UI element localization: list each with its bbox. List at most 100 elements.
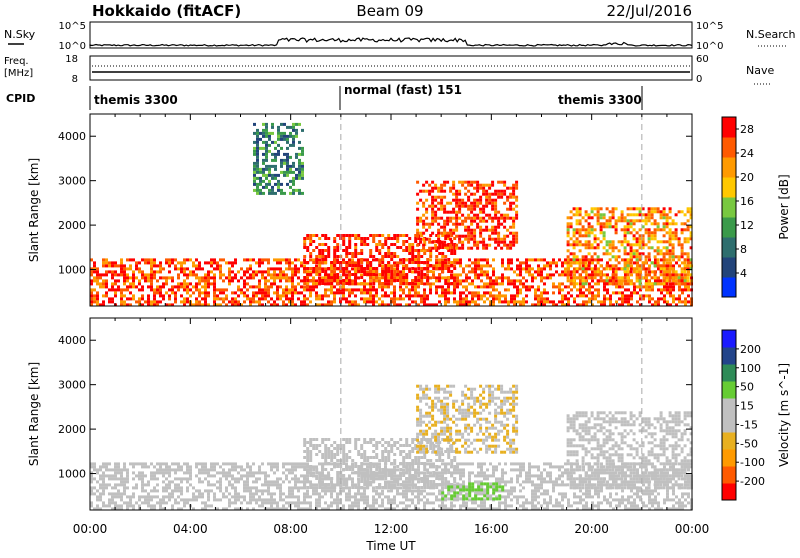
data-cell-near-range xyxy=(528,288,531,291)
data-cell-arc-midday xyxy=(309,234,312,237)
data-cell-near-range xyxy=(360,498,363,501)
data-cell-rising-echo xyxy=(464,187,467,190)
data-cell-near-range xyxy=(189,273,192,276)
data-cell-near-range xyxy=(147,504,150,507)
data-cell-near-range xyxy=(564,273,567,276)
data-cell-near-range xyxy=(330,504,333,507)
data-cell-arc-midday xyxy=(333,237,336,240)
data-cell-near-range xyxy=(96,270,99,273)
data-cell-near-range xyxy=(486,264,489,267)
data-cell-near-range xyxy=(387,273,390,276)
data-cell-rising-echo xyxy=(458,181,461,184)
data-cell-arc-midday xyxy=(339,270,342,273)
data-cell-rising-echo xyxy=(485,196,488,199)
data-cell-near-range xyxy=(228,474,231,477)
data-cell-near-range xyxy=(303,474,306,477)
data-cell-near-range xyxy=(219,276,222,279)
data-cell-near-range xyxy=(498,276,501,279)
data-cell-rising-echo xyxy=(467,235,470,238)
data-cell-near-range xyxy=(408,297,411,300)
data-cell-evening-arcs xyxy=(657,225,660,228)
data-cell-near-range xyxy=(291,477,294,480)
data-cell-morning-streak xyxy=(277,183,280,186)
data-cell-near-range xyxy=(258,489,261,492)
data-cell-near-range xyxy=(213,267,216,270)
data-cell-near-range xyxy=(630,297,633,300)
data-cell-evening-arcs xyxy=(594,276,597,279)
data-cell-arc-midday xyxy=(312,267,315,270)
data-cell-arc-midday xyxy=(312,234,315,237)
data-cell-near-range xyxy=(417,495,420,498)
data-cell-near-range xyxy=(441,462,444,465)
data-cell-evening-arcs xyxy=(600,216,603,219)
data-cell-near-range xyxy=(492,297,495,300)
data-cell-near-range xyxy=(660,291,663,294)
data-cell-near-range xyxy=(519,282,522,285)
data-cell-morning-streak xyxy=(256,168,259,171)
data-cell-rising-echo xyxy=(479,220,482,223)
data-cell-near-range xyxy=(495,468,498,471)
data-cell-evening-arcs xyxy=(672,252,675,255)
data-cell-near-range xyxy=(183,501,186,504)
data-cell-near-range xyxy=(375,300,378,303)
data-cell-evening-arcs xyxy=(615,219,618,222)
data-cell-near-range xyxy=(96,468,99,471)
data-cell-near-range xyxy=(561,300,564,303)
data-cell-near-range xyxy=(300,486,303,489)
data-cell-morning-streak xyxy=(280,135,283,138)
data-cell-arc-midday xyxy=(351,252,354,255)
data-cell-arc-midday xyxy=(444,264,447,267)
data-cell-near-range xyxy=(285,495,288,498)
data-cell-rising-echo xyxy=(470,208,473,211)
data-cell-morning-streak xyxy=(295,189,298,192)
data-cell-near-range xyxy=(552,291,555,294)
data-cell-morning-streak xyxy=(283,159,286,162)
data-cell-rising-echo xyxy=(473,217,476,220)
data-cell-arc-midday xyxy=(348,252,351,255)
data-cell-rising-echo xyxy=(455,205,458,208)
data-cell-evening-arcs xyxy=(675,222,678,225)
data-cell-near-range xyxy=(402,288,405,291)
data-cell-evening-arcs xyxy=(675,276,678,279)
data-cell-morning-streak xyxy=(286,159,289,162)
data-cell-near-range xyxy=(213,276,216,279)
data-cell-near-range xyxy=(252,258,255,261)
data-cell-near-range xyxy=(147,480,150,483)
data-cell-arc-midday xyxy=(309,279,312,282)
data-cell-near-range xyxy=(573,300,576,303)
data-cell-rising-echo xyxy=(446,244,449,247)
data-cell-near-range xyxy=(276,294,279,297)
data-cell-near-range xyxy=(564,258,567,261)
data-cell-near-range xyxy=(387,279,390,282)
data-cell-near-range xyxy=(273,273,276,276)
data-cell-rising-echo xyxy=(479,217,482,220)
data-cell-near-range xyxy=(531,492,534,495)
data-cell-evening-arcs xyxy=(603,267,606,270)
data-cell-near-range xyxy=(510,468,513,471)
y-tick-label: 4000 xyxy=(58,130,86,143)
data-cell-rising-echo xyxy=(428,184,431,187)
data-cell-near-range xyxy=(513,270,516,273)
data-cell-near-range xyxy=(105,462,108,465)
data-cell-near-range xyxy=(537,288,540,291)
data-cell-near-range xyxy=(423,282,426,285)
data-cell-rising-echo xyxy=(497,181,500,184)
data-cell-near-range xyxy=(189,477,192,480)
data-cell-evening-arcs xyxy=(624,225,627,228)
data-cell-arc-midday xyxy=(381,258,384,261)
data-cell-near-range xyxy=(645,294,648,297)
data-cell-arc-midday xyxy=(402,276,405,279)
data-cell-near-range xyxy=(162,471,165,474)
data-cell-near-range xyxy=(252,474,255,477)
data-cell-near-range xyxy=(156,279,159,282)
data-cell-near-range xyxy=(390,264,393,267)
data-cell-evening-arcs xyxy=(588,252,591,255)
data-cell-arc-midday xyxy=(324,258,327,261)
data-cell-evening-arcs xyxy=(648,267,651,270)
data-cell-near-range xyxy=(585,300,588,303)
data-cell-near-range xyxy=(264,480,267,483)
data-cell-near-range xyxy=(213,273,216,276)
data-cell-near-range xyxy=(411,489,414,492)
cpid-label: CPID xyxy=(6,92,35,105)
data-cell-arc-midday xyxy=(399,276,402,279)
